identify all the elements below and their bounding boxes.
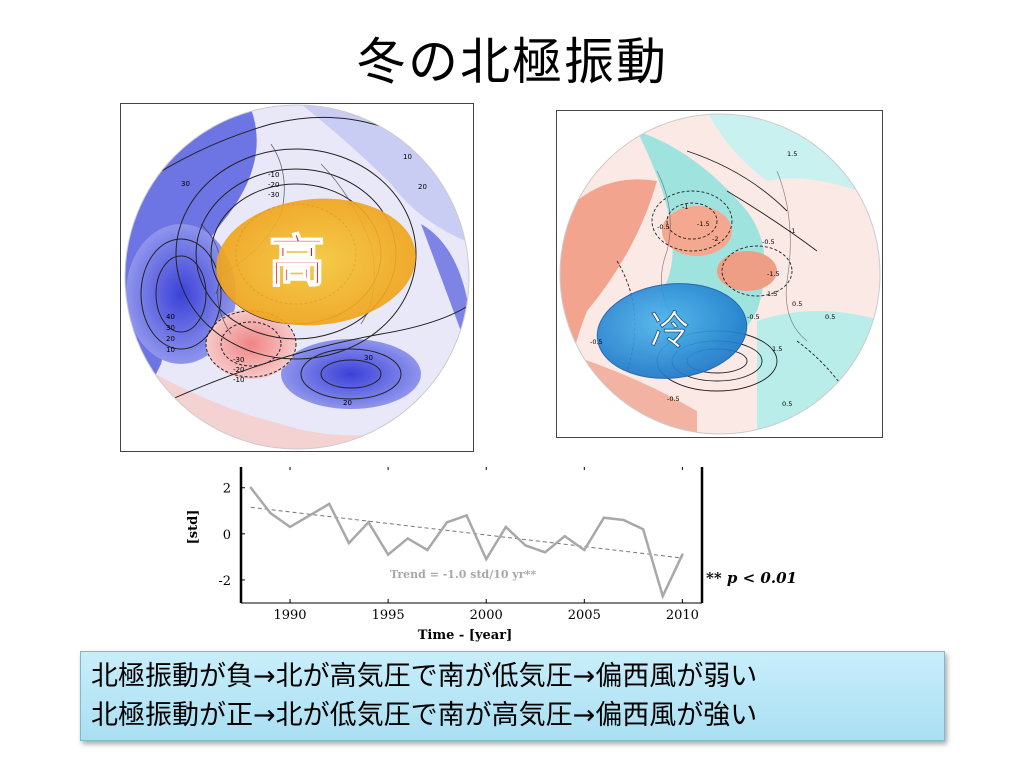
data-point <box>445 521 449 524</box>
data-point <box>465 514 468 517</box>
y-tick-label: 0 <box>223 528 231 543</box>
data-point <box>641 528 645 531</box>
trend-annotation: Trend = -1.0 std/10 yr** <box>390 568 536 581</box>
data-point <box>249 486 253 489</box>
cold-region-label: 冷 <box>650 308 690 354</box>
contour-label: 1.5 <box>787 150 797 158</box>
contour-label: 30 <box>166 324 175 332</box>
x-tick-label: 1995 <box>372 608 405 623</box>
data-point <box>308 514 311 517</box>
summary-line-positive: 北極振動が正→北が低気圧で南が高気圧→偏西風が強い <box>91 700 758 731</box>
contour-label: -20 <box>268 181 279 189</box>
high-pressure-label: 高 <box>269 230 325 295</box>
summary-box: 北極振動が負→北が高気圧で南が低気圧→偏西風が弱い 北極振動が正→北が低気圧で南… <box>80 651 945 741</box>
y-tick-label: 2 <box>223 482 231 497</box>
contour-label: -1 <box>789 227 795 235</box>
contour-label: -10 <box>233 376 244 384</box>
data-point <box>661 594 664 598</box>
data-point <box>563 534 566 538</box>
contour-label: -30 <box>268 191 279 199</box>
high-pressure-highlight <box>216 198 416 326</box>
contour-label: 20 <box>166 335 175 343</box>
contour-label: -0.5 <box>657 223 670 231</box>
contour-label: -0.5 <box>590 338 603 346</box>
geopotential-anomaly-map: 10 20 30 -10 -20 -30 40 30 20 10 -30 -20… <box>120 103 474 452</box>
x-tick-label: 1990 <box>273 608 306 623</box>
contour-label: -0.5 <box>762 238 775 246</box>
data-point <box>386 553 390 556</box>
data-point <box>543 551 547 554</box>
slide-title: 冬の北極振動 <box>356 33 668 91</box>
data-point <box>426 548 429 552</box>
x-axis-label: Time - [year] <box>418 628 513 643</box>
contour-label: 10 <box>403 153 412 161</box>
data-point <box>602 516 606 519</box>
contour-label: 30 <box>181 180 190 188</box>
contour-label: 20 <box>418 183 427 191</box>
data-point <box>347 541 351 545</box>
contour-label: -1.5 <box>767 270 780 278</box>
contour-label: -1.5 <box>697 220 710 228</box>
contour-label: 1.5 <box>772 345 782 353</box>
contour-label: 0.5 <box>825 313 835 321</box>
x-tick-label: 2005 <box>568 608 601 623</box>
data-point <box>288 525 292 529</box>
summary-line-negative: 北極振動が負→北が高気圧で南が低気圧→偏西風が弱い <box>91 661 758 692</box>
contour-label: -0.5 <box>667 395 680 403</box>
cold-region-highlight <box>596 283 748 379</box>
data-point <box>485 558 488 561</box>
x-tick-label: 2010 <box>666 608 699 623</box>
data-point <box>583 548 586 552</box>
data-point <box>681 553 684 556</box>
contour-label: -2 <box>712 235 718 243</box>
temperature-anomaly-map: 1.5 -0.5 -1 -1.5 -2 -1 -0.5 -1.5 1.5 -0.… <box>556 110 883 438</box>
data-point <box>328 502 331 506</box>
data-point <box>524 544 527 547</box>
contour-label: -0.5 <box>747 313 760 321</box>
significance-note: ** p < 0.01 <box>706 569 797 587</box>
contour-label: 20 <box>343 399 352 407</box>
data-point <box>504 525 508 529</box>
contour-label: -10 <box>268 171 279 179</box>
data-point <box>622 518 625 522</box>
ao-index-chart: 1990 1995 2000 2005 2010 2 0 -2 Trend = -1.0 s… <box>175 465 835 645</box>
contour-label: 1.5 <box>767 290 777 298</box>
contour-label: -1 <box>682 203 688 211</box>
contour-label: 0.5 <box>782 400 792 408</box>
trend-line <box>250 506 683 559</box>
data-point <box>367 521 370 524</box>
data-point <box>406 537 409 540</box>
contour-label: 30 <box>364 354 373 362</box>
y-tick-label: -2 <box>218 574 231 589</box>
contour-label: 0.5 <box>792 300 802 308</box>
contour-label: -20 <box>233 366 244 374</box>
data-point <box>269 511 272 515</box>
contour-label: -30 <box>233 356 244 364</box>
contour-label: 10 <box>166 346 175 354</box>
y-axis-label: [std] <box>186 510 201 545</box>
contour-label: 40 <box>166 313 175 321</box>
x-tick-label: 2000 <box>470 608 503 623</box>
